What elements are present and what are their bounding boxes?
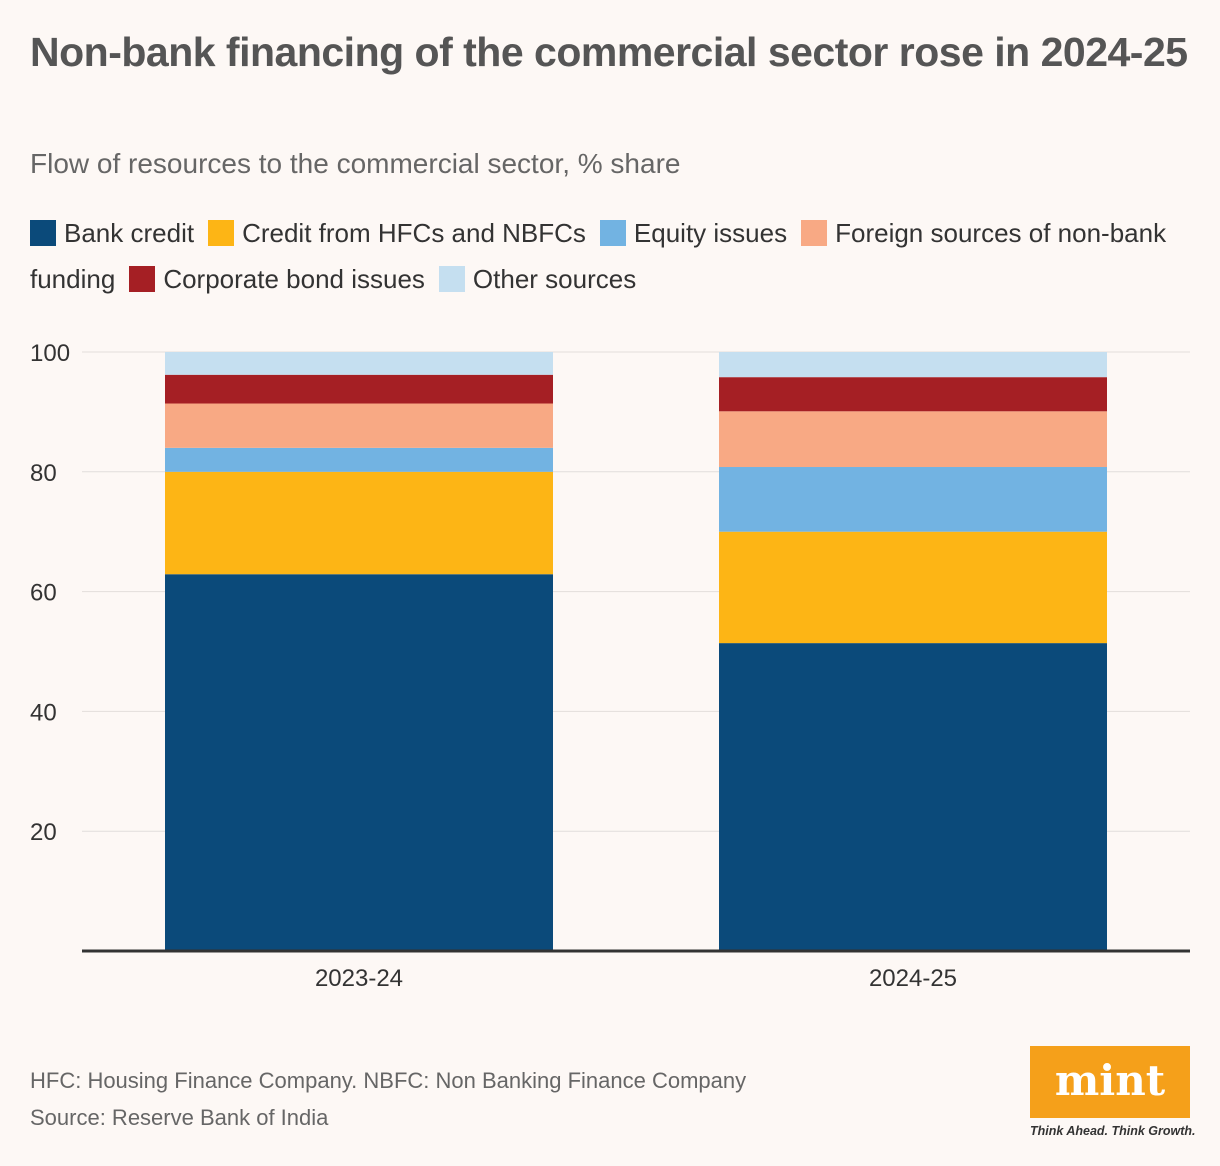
legend-swatch [208,220,235,246]
bar-segment [719,352,1107,378]
legend-item: Bank credit [30,218,194,248]
y-tick-label: 80 [30,460,57,487]
legend-swatch [438,266,465,292]
y-tick-label: 100 [30,340,70,367]
mint-logo: mint [1030,1046,1190,1118]
y-tick-label: 60 [30,580,57,607]
legend-label: Bank credit [64,218,195,248]
legend-label: Corporate bond issues [163,264,425,294]
bar-segment [165,447,553,472]
source-note: Source: Reserve Bank of India [30,1105,329,1130]
footnote: HFC: Housing Finance Company. NBFC: Non … [30,1068,747,1093]
legend-swatch [599,220,626,246]
legend-item: Corporate bond issues [129,264,425,294]
x-tick-label: 2024-25 [869,965,957,992]
legend-label: Credit from HFCs and NBFCs [242,218,586,248]
legend-item: Other sources [438,264,637,294]
legend-item: Foreign sources of non-bank funding [30,218,1166,294]
legend-label: Foreign sources of non-bank funding [30,218,1167,294]
chart-subtitle: Flow of resources to the commercial sect… [30,148,681,179]
legend-label: Equity issues [633,218,788,248]
bar-segment [165,352,553,375]
bar-segment [719,377,1107,412]
legend-swatch [30,220,56,246]
bar-segment [719,643,1107,951]
bar-segment [719,467,1107,532]
legend-label: Other sources [472,264,637,294]
bar-segment [165,374,553,404]
legend: Bank credit Credit from HFCs and NBFCs Equ… [30,210,1210,302]
bar-segment [165,403,553,448]
bar-segment [719,411,1107,468]
bar-segment [719,531,1107,644]
legend-swatch [129,266,156,292]
bar-segment [165,574,553,951]
brand-tagline: Think Ahead. Think Growth. [1030,1124,1196,1138]
bar-segment [165,471,553,575]
stacked-bar-chart: 20 40 60 80 100 2023-24 2024-25 [30,340,1190,992]
legend-item: Equity issues [599,218,788,248]
legend-item: Credit from HFCs and NBFCs [208,218,586,248]
chart-title: Non-bank financing of the commercial sec… [30,29,1188,75]
legend-swatch [801,220,828,246]
y-tick-label: 40 [30,699,57,726]
x-tick-label: 2023-24 [315,965,403,992]
y-tick-label: 20 [30,819,57,846]
